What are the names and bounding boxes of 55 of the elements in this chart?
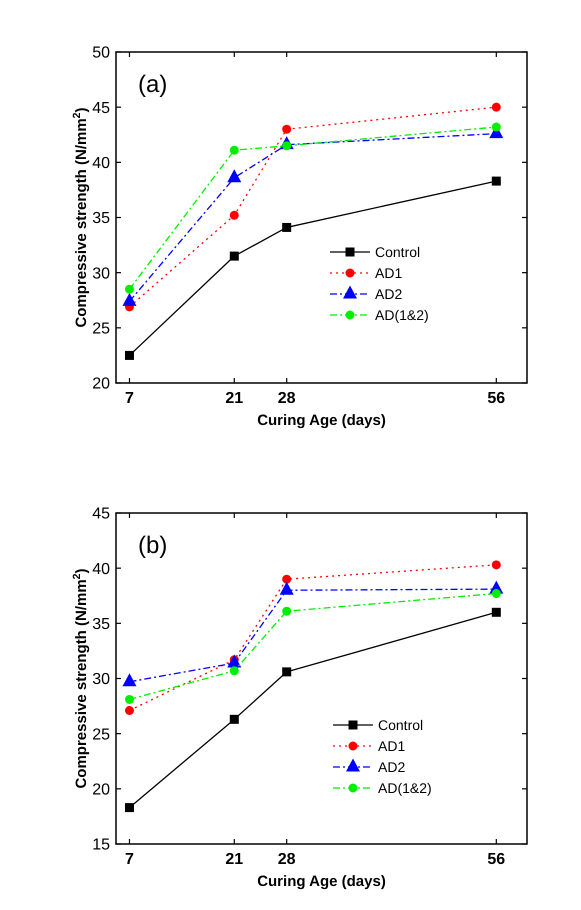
y-tick-label: 45 <box>92 100 110 117</box>
y-tick-label: 20 <box>92 781 110 798</box>
point <box>124 706 134 715</box>
point <box>230 146 239 155</box>
legend-label: AD1 <box>375 264 402 281</box>
y-tick-label: 35 <box>92 616 110 633</box>
point <box>492 122 501 132</box>
y-tick-label: 25 <box>92 726 110 744</box>
y-tick-label: 30 <box>92 265 110 282</box>
y-tick-label: 50 <box>92 44 110 62</box>
point <box>282 222 292 232</box>
point <box>492 102 501 112</box>
y-tick-label: 40 <box>92 560 110 578</box>
point <box>492 560 501 570</box>
x-axis-title: Curing Age (days) <box>257 873 386 890</box>
annotation: (b) <box>138 532 168 559</box>
legend-label: AD2 <box>378 758 406 775</box>
point <box>282 124 292 134</box>
x-tick-label: 28 <box>278 390 296 407</box>
point <box>492 176 501 186</box>
x-tick-label: 28 <box>278 851 296 868</box>
point <box>282 574 292 584</box>
point <box>230 714 239 724</box>
point <box>124 284 134 294</box>
legend-label: AD(1&2) <box>378 780 432 796</box>
point <box>230 666 239 676</box>
y-tick-label: 20 <box>92 376 110 393</box>
x-tick-label: 7 <box>125 390 134 407</box>
x-tick-label: 56 <box>487 390 506 407</box>
point <box>230 210 239 220</box>
x-tick-label: 56 <box>487 851 506 868</box>
y-tick-label: 35 <box>92 210 110 228</box>
point <box>124 350 134 360</box>
legend-label: AD2 <box>375 286 402 302</box>
point <box>230 252 239 261</box>
point <box>492 589 501 598</box>
legend-label: AD(1&2) <box>375 306 429 323</box>
point <box>124 694 134 704</box>
legend-label: Control <box>378 716 424 733</box>
point <box>124 803 134 812</box>
x-tick-label: 21 <box>225 851 244 868</box>
y-tick-label: 30 <box>92 671 110 688</box>
annotation: (a) <box>138 71 168 98</box>
legend-label: Control <box>375 244 420 260</box>
x-tick-label: 7 <box>125 851 134 868</box>
y-tick-label: 40 <box>92 154 110 172</box>
point <box>282 667 292 676</box>
point <box>282 606 292 616</box>
y-tick-label: 45 <box>92 506 110 523</box>
y-tick-label: 15 <box>92 836 110 854</box>
x-axis-title: Curing Age (days) <box>257 412 386 429</box>
y-tick-label: 25 <box>92 320 110 338</box>
x-tick-label: 21 <box>225 390 244 407</box>
point <box>492 608 501 617</box>
legend-label: AD1 <box>378 738 406 754</box>
